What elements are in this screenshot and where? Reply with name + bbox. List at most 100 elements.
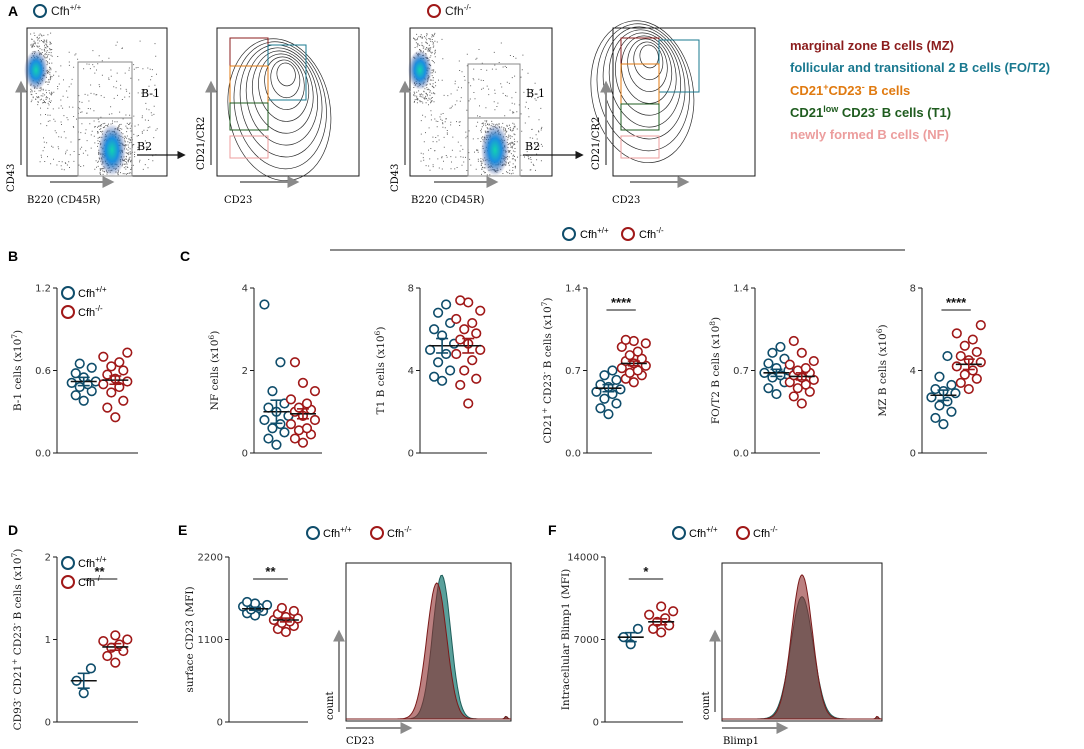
data-point	[955, 350, 966, 362]
svg-text:Cfh+/+: Cfh+/+	[689, 525, 718, 540]
data-point	[241, 596, 253, 608]
data-point	[959, 340, 970, 351]
data-point	[800, 363, 811, 374]
y-axis-label: T1 B cells (x106)	[373, 327, 387, 415]
data-point	[668, 606, 679, 617]
gate-b2-label: B2	[137, 140, 152, 153]
data-point	[285, 394, 297, 405]
x-axis-label: Blimp1	[723, 736, 759, 747]
contour-line	[639, 44, 659, 69]
histogram-cd23: CD23 count	[325, 562, 512, 747]
y-axis-label-part: CD21	[542, 414, 554, 444]
y-tick-label: 1100	[198, 635, 223, 646]
y-axis-label-part: CD21	[12, 665, 24, 698]
y-tick-label: 4	[242, 284, 248, 295]
data-point	[628, 377, 639, 388]
data-point	[78, 395, 89, 406]
y-tick-label: 4	[408, 366, 414, 377]
y-axis-label-part: +	[540, 407, 549, 413]
data-point	[620, 334, 631, 345]
data-point	[259, 299, 270, 310]
y-tick-label: 0.0	[565, 449, 581, 460]
x-axis-label: CD23	[224, 195, 252, 206]
panel-c-letter: C	[180, 248, 190, 264]
contour-line	[590, 20, 695, 164]
data-point	[930, 383, 941, 395]
y-axis-label: CD21/CR2	[196, 117, 207, 170]
y-tick-label: 0.0	[35, 449, 51, 460]
y-axis-label-part: FO/T2 B cells (x10	[710, 326, 722, 424]
data-point	[975, 357, 986, 368]
data-point	[951, 328, 962, 339]
data-point	[433, 307, 444, 318]
group-ko	[285, 357, 321, 448]
panel-d-letter: D	[8, 522, 18, 538]
data-point	[74, 358, 85, 369]
y-tick-label: 2	[242, 366, 248, 377]
y-axis-label: count	[325, 691, 336, 720]
data-point	[599, 370, 610, 381]
data-point	[271, 439, 282, 450]
data-point	[114, 357, 125, 368]
data-point	[950, 388, 961, 399]
data-point	[445, 365, 456, 376]
group-ko	[644, 601, 679, 638]
data-point	[429, 324, 440, 335]
y-axis-label: CD43	[6, 164, 17, 192]
svg-text:Cfh+/+: Cfh+/+	[51, 3, 82, 18]
data-point	[615, 384, 626, 395]
y-axis-label-part: )	[12, 549, 24, 553]
data-point	[475, 344, 486, 355]
data-point	[607, 365, 618, 376]
y-axis-label-part: CD93	[12, 701, 24, 731]
data-point	[959, 369, 970, 380]
data-point	[632, 346, 643, 357]
data-point	[267, 386, 278, 397]
legend-wt-sup: +/+	[95, 285, 107, 294]
y-axis-label-part: -	[10, 622, 19, 625]
significance-label: **	[265, 564, 276, 579]
legend-wt-label: Cfh	[323, 528, 340, 540]
legend-wt-sup: +/+	[706, 525, 718, 534]
data-point	[459, 324, 470, 335]
contour-line	[252, 50, 314, 134]
y-axis-label: CD21+ CD23- B cells (x107)	[540, 297, 554, 443]
data-point	[942, 350, 953, 362]
data-point	[595, 403, 606, 414]
data-point	[122, 347, 133, 358]
subset-legend: marginal zone B cells (MZ) follicular an…	[790, 38, 1050, 142]
legend-wt-sup: +/+	[340, 525, 352, 534]
contour-line	[633, 41, 664, 81]
data-point	[122, 634, 133, 645]
legend-wt-marker	[562, 227, 576, 241]
data-point	[934, 371, 945, 382]
legend-ko-sup: -/-	[656, 226, 664, 235]
data-point	[86, 362, 97, 373]
data-point	[455, 334, 466, 345]
y-axis-label-part: 6	[373, 330, 382, 335]
data-point	[459, 365, 470, 376]
data-point	[926, 392, 937, 403]
y-tick-label: 0	[408, 449, 414, 460]
dot-plot-e: 0 1100 2200 surface CD23 (MFI) **	[184, 553, 308, 729]
legend-ko-label: Cfh	[445, 4, 464, 18]
flow-density-cluster	[408, 50, 432, 90]
svg-text:Cfh+/+: Cfh+/+	[78, 555, 107, 570]
data-point	[455, 379, 466, 391]
histogram-ko	[346, 582, 511, 720]
data-point	[451, 313, 462, 325]
legend-wt-label: Cfh	[689, 528, 706, 540]
data-point	[66, 377, 77, 388]
y-axis-label-part: -	[540, 371, 549, 374]
subset-fo: follicular and transitional 2 B cells (F…	[790, 60, 1050, 75]
y-axis-label-part: 7	[10, 334, 19, 339]
dot-plot-c-t1: 0 4 8 T1 B cells (x106)	[373, 284, 487, 460]
y-axis-label: CD93- CD21+ CD23- B cells (x107)	[10, 549, 24, 731]
subset-mz: marginal zone B cells (MZ)	[790, 38, 954, 53]
y-axis-label: NF cells (x106)	[207, 331, 221, 411]
data-point	[946, 406, 957, 417]
y-axis-label: MZ B cells (x106)	[875, 324, 889, 416]
data-point	[288, 605, 299, 617]
data-point	[429, 371, 440, 382]
y-axis-label-part: )	[12, 330, 24, 334]
